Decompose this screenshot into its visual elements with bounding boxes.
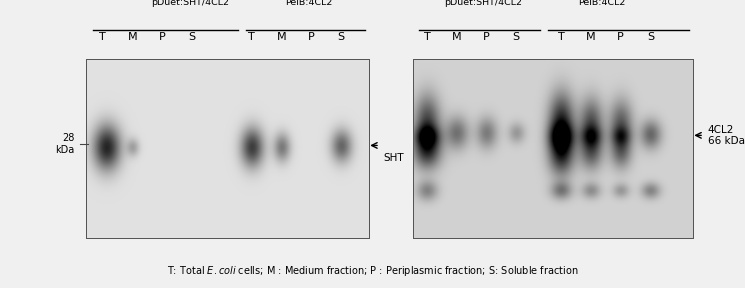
Text: M: M: [452, 32, 461, 42]
Text: T: T: [248, 32, 256, 42]
Bar: [413, 59, 693, 238]
Text: pDuet:SHT/4CL2: pDuet:SHT/4CL2: [444, 0, 522, 7]
Bar: [0, 0, 86, 288]
Text: S: S: [188, 32, 196, 42]
Text: 4CL2
66 kDa: 4CL2 66 kDa: [708, 124, 745, 146]
Text: T: T: [557, 32, 565, 42]
Bar: [413, 238, 693, 288]
Text: M: M: [277, 32, 286, 42]
Bar: [413, 59, 693, 238]
Text: M: M: [128, 32, 137, 42]
Text: P: P: [308, 32, 315, 42]
Text: pDuet:PelB:SHT/
PelB:4CL2: pDuet:PelB:SHT/ PelB:4CL2: [270, 0, 348, 7]
Text: 28
kDa: 28 kDa: [55, 133, 74, 155]
Text: P: P: [483, 32, 490, 42]
Text: M: M: [586, 32, 595, 42]
Text: S: S: [337, 32, 345, 42]
Bar: [86, 238, 369, 288]
Text: T: T: [99, 32, 107, 42]
Bar: [86, 59, 369, 238]
Bar: [693, 0, 745, 288]
Bar: [86, 0, 369, 59]
Text: S: S: [647, 32, 654, 42]
Text: S: S: [513, 32, 520, 42]
Text: SHT: SHT: [384, 153, 405, 163]
Text: pDuet:PelB:SHT/
PelB:4CL2: pDuet:PelB:SHT/ PelB:4CL2: [563, 0, 641, 7]
Text: P: P: [617, 32, 624, 42]
Bar: [86, 59, 369, 238]
Text: P: P: [159, 32, 166, 42]
Text: T: T: [423, 32, 431, 42]
Text: T: Total $\it{E. coli}$ cells; M : Medium fraction; P : Periplasmic fraction; S:: T: Total $\it{E. coli}$ cells; M : Mediu…: [167, 264, 578, 278]
Text: pDuet:SHT/4CL2: pDuet:SHT/4CL2: [151, 0, 229, 7]
Bar: [369, 0, 413, 288]
Bar: [413, 0, 693, 59]
